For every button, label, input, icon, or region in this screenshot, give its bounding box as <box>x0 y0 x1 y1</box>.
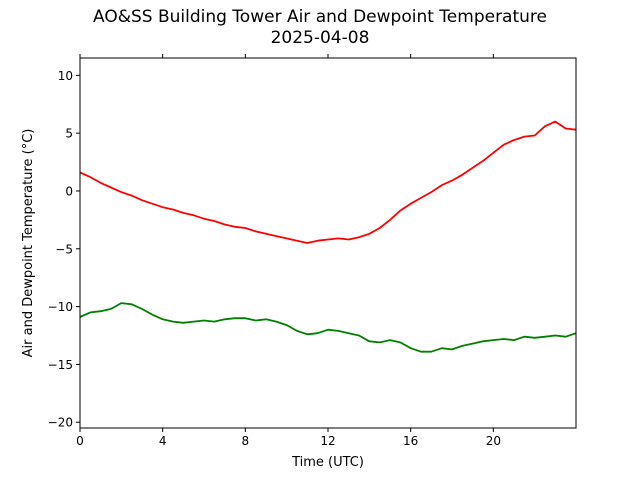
y-tick-label: 5 <box>65 127 73 141</box>
series-layer <box>79 120 577 353</box>
x-tick-label: 16 <box>403 434 418 448</box>
chart-subtitle: 2025-04-08 <box>270 28 370 48</box>
plot-frame <box>79 57 577 429</box>
x-tick-label: 4 <box>159 434 167 448</box>
y-tick-label: −5 <box>55 242 73 256</box>
y-tick-label: −15 <box>48 358 73 372</box>
tick-layer: 0 4 8 12 16 20 −20 −15 −10 −5 0 5 10 <box>48 54 501 448</box>
y-axis-label: Air and Dewpoint Temperature (°C) <box>21 129 36 358</box>
x-tick-label: 12 <box>320 434 335 448</box>
series-line-0 <box>79 120 577 244</box>
y-tick-label: 10 <box>58 69 73 83</box>
x-axis-label: Time (UTC) <box>291 455 364 470</box>
y-tick-label: −10 <box>48 300 73 314</box>
y-tick-label: −20 <box>48 416 73 430</box>
x-tick-label: 20 <box>486 434 501 448</box>
series-line-1 <box>79 302 577 353</box>
x-tick-label: 0 <box>76 434 84 448</box>
x-tick-label: 8 <box>242 434 250 448</box>
y-tick-label: 0 <box>65 184 73 198</box>
chart-title: AO&SS Building Tower Air and Dewpoint Te… <box>92 7 547 27</box>
